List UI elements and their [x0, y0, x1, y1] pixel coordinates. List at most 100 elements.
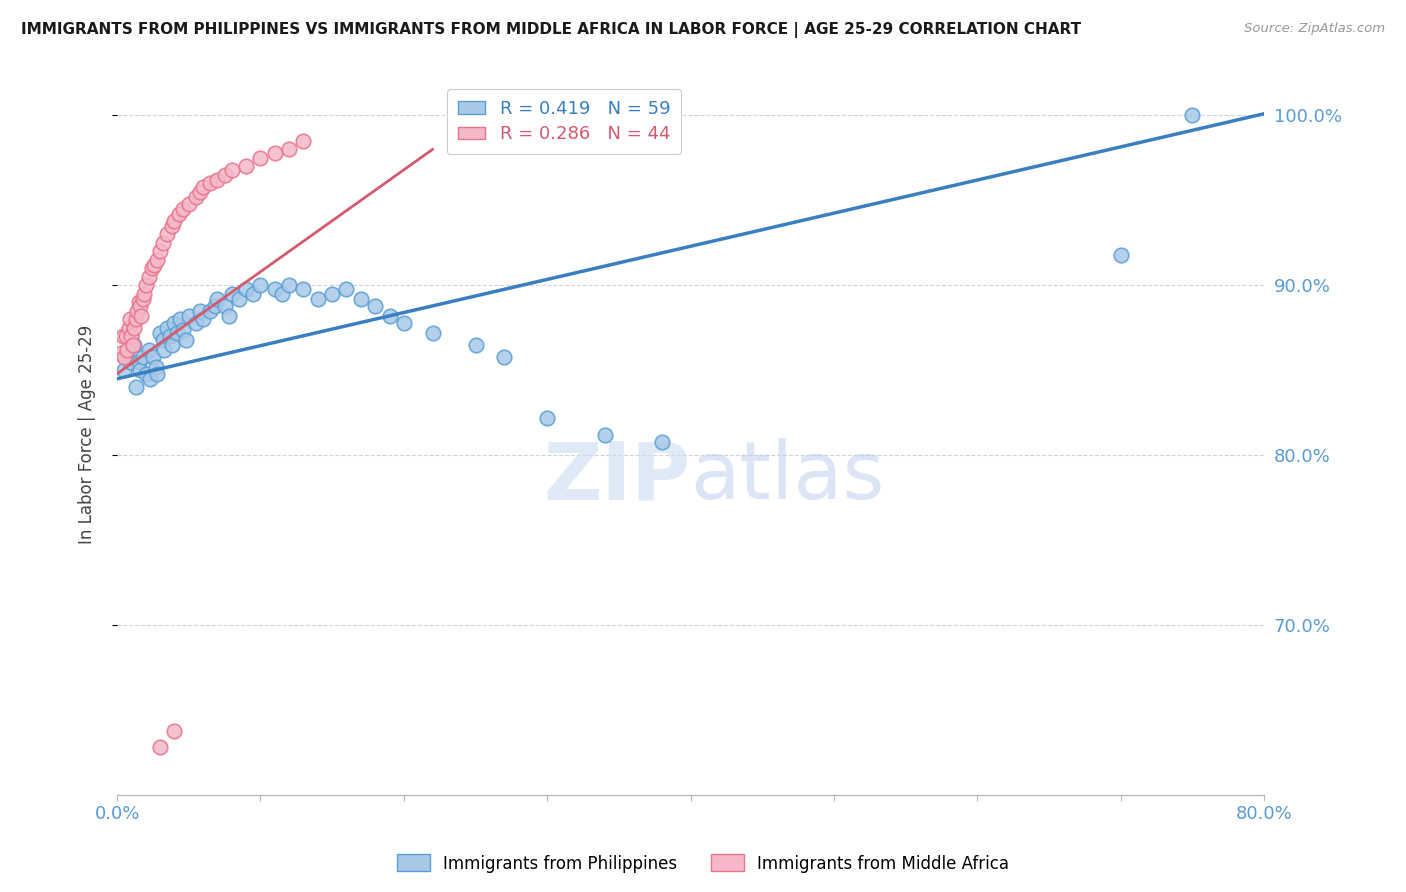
Point	[115, 343, 138, 357]
Point	[114, 329, 136, 343]
Point	[118, 355, 141, 369]
Point	[134, 286, 156, 301]
Point	[163, 316, 186, 330]
Point	[278, 143, 301, 157]
Point	[235, 282, 257, 296]
Point	[218, 309, 240, 323]
Text: atlas: atlas	[690, 438, 884, 516]
Point	[191, 312, 214, 326]
Point	[110, 346, 132, 360]
Y-axis label: In Labor Force | Age 25-29: In Labor Force | Age 25-29	[79, 325, 96, 543]
Point	[464, 338, 486, 352]
Point	[188, 185, 211, 199]
Point	[278, 278, 301, 293]
Point	[378, 309, 401, 323]
Point	[152, 333, 174, 347]
Point	[120, 329, 142, 343]
Point	[135, 367, 157, 381]
Point	[112, 363, 135, 377]
Legend: Immigrants from Philippines, Immigrants from Middle Africa: Immigrants from Philippines, Immigrants …	[389, 847, 1017, 880]
Point	[214, 299, 236, 313]
Point	[124, 338, 146, 352]
Point	[177, 309, 200, 323]
Point	[174, 333, 197, 347]
Text: IMMIGRANTS FROM PHILIPPINES VS IMMIGRANTS FROM MIDDLE AFRICA IN LABOR FORCE | AG: IMMIGRANTS FROM PHILIPPINES VS IMMIGRANT…	[21, 22, 1081, 38]
Point	[152, 235, 174, 250]
Point	[536, 410, 558, 425]
Point	[422, 326, 444, 340]
Point	[177, 196, 200, 211]
Point	[146, 367, 169, 381]
Point	[149, 326, 172, 340]
Point	[321, 286, 343, 301]
Point	[125, 380, 148, 394]
Point	[184, 316, 207, 330]
Point	[132, 350, 155, 364]
Point	[163, 723, 186, 738]
Point	[122, 338, 145, 352]
Point	[392, 316, 415, 330]
Point	[228, 292, 250, 306]
Point	[221, 162, 243, 177]
Point	[166, 326, 188, 340]
Point	[200, 177, 222, 191]
Point	[125, 312, 148, 326]
Point	[249, 151, 271, 165]
Point	[235, 160, 257, 174]
Point	[135, 278, 157, 293]
Point	[292, 134, 315, 148]
Point	[141, 261, 163, 276]
Point	[145, 359, 167, 374]
Point	[651, 434, 673, 449]
Point	[207, 173, 229, 187]
Point	[163, 214, 186, 228]
Point	[156, 321, 179, 335]
Point	[292, 282, 315, 296]
Point	[120, 329, 142, 343]
Point	[221, 286, 243, 301]
Point	[172, 202, 194, 216]
Point	[128, 355, 150, 369]
Point	[167, 207, 190, 221]
Point	[494, 350, 516, 364]
Point	[242, 286, 264, 301]
Point	[307, 292, 329, 306]
Point	[153, 343, 176, 357]
Point	[146, 252, 169, 267]
Point	[115, 346, 138, 360]
Point	[160, 338, 183, 352]
Point	[118, 312, 141, 326]
Point	[263, 145, 285, 160]
Point	[117, 321, 139, 335]
Point	[138, 269, 160, 284]
Point	[249, 278, 271, 293]
Point	[214, 168, 236, 182]
Point	[124, 321, 146, 335]
Point	[142, 350, 165, 364]
Point	[160, 219, 183, 233]
Point	[1181, 108, 1204, 122]
Point	[139, 372, 162, 386]
Point	[364, 299, 387, 313]
Point	[263, 282, 285, 296]
Point	[159, 329, 181, 343]
Point	[350, 292, 373, 306]
Point	[143, 258, 166, 272]
Point	[129, 363, 152, 377]
Point	[128, 295, 150, 310]
Point	[184, 190, 207, 204]
Point	[129, 299, 152, 313]
Point	[335, 282, 357, 296]
Point	[188, 303, 211, 318]
Text: Source: ZipAtlas.com: Source: ZipAtlas.com	[1244, 22, 1385, 36]
Point	[111, 329, 134, 343]
Legend: R = 0.419   N = 59, R = 0.286   N = 44: R = 0.419 N = 59, R = 0.286 N = 44	[447, 89, 681, 154]
Point	[200, 303, 222, 318]
Point	[1109, 248, 1132, 262]
Point	[207, 292, 229, 306]
Point	[127, 303, 149, 318]
Point	[169, 312, 191, 326]
Point	[138, 343, 160, 357]
Point	[271, 286, 294, 301]
Point	[593, 428, 616, 442]
